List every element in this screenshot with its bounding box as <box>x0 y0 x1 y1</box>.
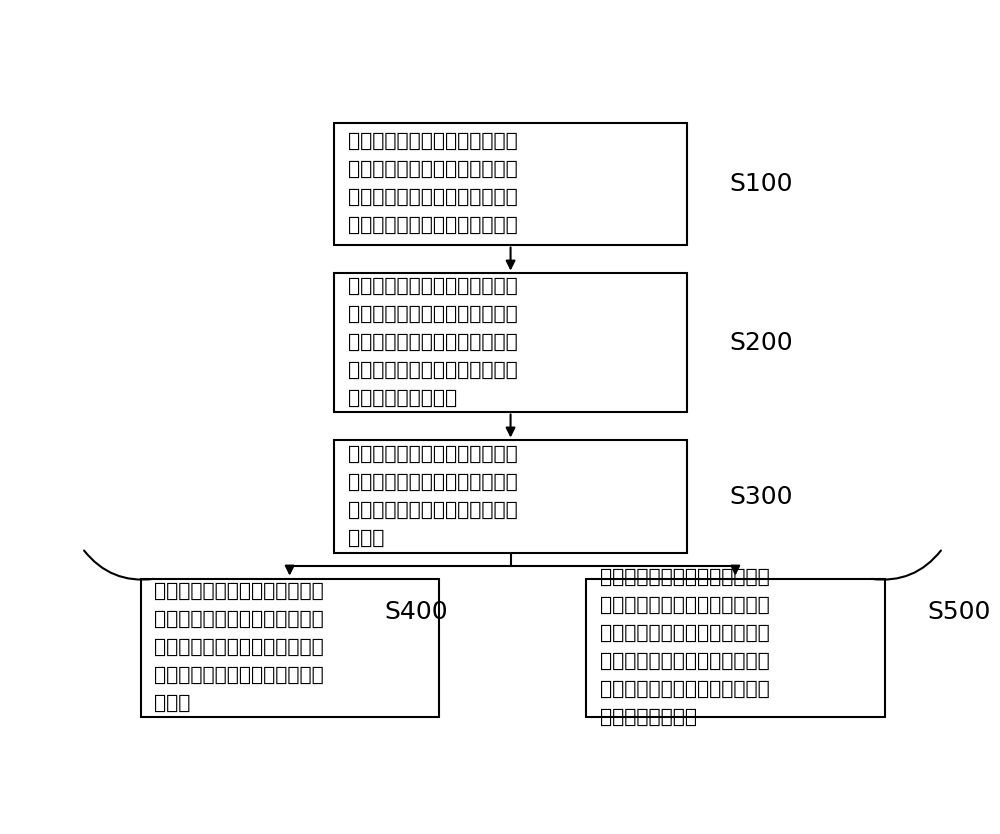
Bar <box>586 579 885 716</box>
Text: 若实测功率差値或实测电流差値
小于误差阙值，则根据实测功率
差値对基准总功率进行校正或根
据实测电流差値对基准总电流进
行校正: 若实测功率差値或实测电流差値 小于误差阙值，则根据实测功率 差値对基准总功率进行… <box>154 582 324 713</box>
Text: 将实测功率差値或实测电流差値
分别与故障阙值和误差阙值进行
比较，所述故障阙值大于等于误
差阙值: 将实测功率差値或实测电流差値 分别与故障阙值和误差阙值进行 比较，所述故障阙值大… <box>348 445 518 548</box>
Text: S500: S500 <box>927 600 990 624</box>
Bar <box>334 274 687 411</box>
Bar <box>140 579 439 716</box>
Text: S400: S400 <box>385 600 448 624</box>
Bar <box>334 123 687 244</box>
Text: S200: S200 <box>730 330 793 354</box>
Text: 调入负荷特征模型，从负荷特征
模型中调入单体的典型功率或典
型电流，并根据系统回路负荷数
量得到基准总功率或基准总电流: 调入负荷特征模型，从负荷特征 模型中调入单体的典型功率或典 型电流，并根据系统回… <box>348 132 518 235</box>
Text: S300: S300 <box>730 485 793 509</box>
Text: 若实测功率差値或实测电流差値
大于故障阙值，则获取实测功率
差値与典型功率的第一比値或实
测电流差値与典型电流的第二比
値，将第一比値或第二比値输出
并作为系统: 若实测功率差値或实测电流差値 大于故障阙值，则获取实测功率 差値与典型功率的第一… <box>600 568 770 727</box>
Text: 获取系统实时的实测总功率或实
测总电流，并得到实测总功率与
基准总功率之间的实测功率差値
或得到实测总电流与基准总电流
之间的实测电流差値: 获取系统实时的实测总功率或实 测总电流，并得到实测总功率与 基准总功率之间的实测… <box>348 277 518 408</box>
Bar <box>334 440 687 553</box>
Text: S100: S100 <box>730 172 793 195</box>
